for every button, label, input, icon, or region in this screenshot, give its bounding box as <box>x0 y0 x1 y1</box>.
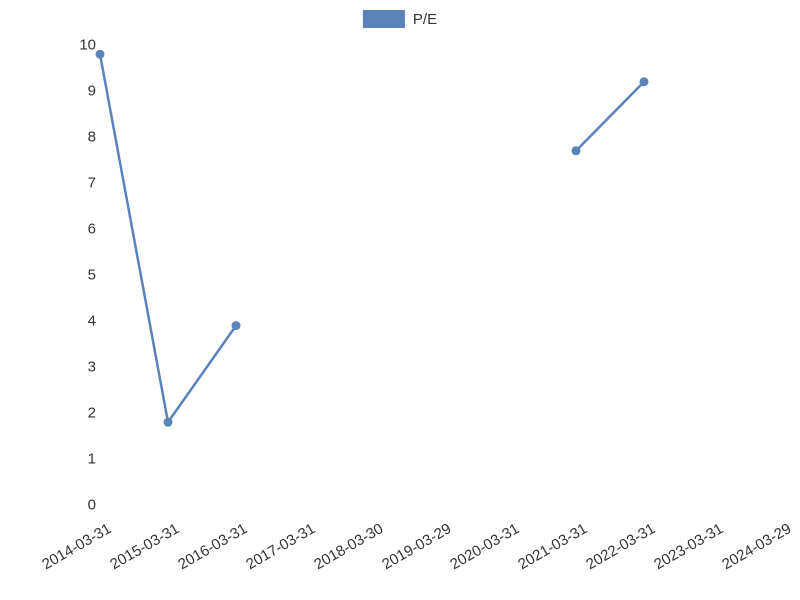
y-tick-label: 6 <box>56 221 96 238</box>
data-point <box>96 50 105 59</box>
series-line <box>576 82 644 151</box>
y-tick-label: 10 <box>56 37 96 54</box>
y-tick-label: 8 <box>56 129 96 146</box>
series-line <box>100 54 236 422</box>
y-tick-label: 9 <box>56 83 96 100</box>
y-tick-label: 1 <box>56 451 96 468</box>
y-tick-label: 0 <box>56 497 96 514</box>
y-tick-label: 3 <box>56 359 96 376</box>
y-tick-label: 2 <box>56 405 96 422</box>
chart-container: P/E 012345678910 2014-03-312015-03-31201… <box>0 0 800 600</box>
line-chart <box>0 0 800 600</box>
y-tick-label: 7 <box>56 175 96 192</box>
data-point <box>232 321 241 330</box>
y-tick-label: 4 <box>56 313 96 330</box>
y-tick-label: 5 <box>56 267 96 284</box>
data-point <box>572 146 581 155</box>
data-point <box>640 77 649 86</box>
data-point <box>164 418 173 427</box>
